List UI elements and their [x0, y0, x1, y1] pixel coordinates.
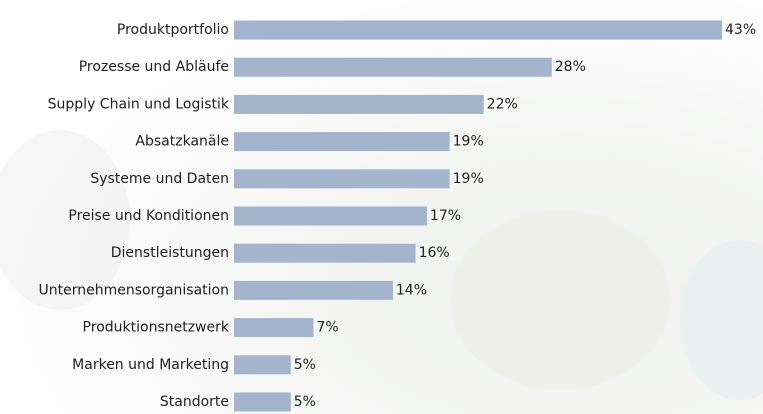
bar — [234, 132, 450, 152]
value-label: 7% — [316, 320, 338, 336]
category-label: Preise und Konditionen — [68, 208, 229, 224]
category-label: Produktionsnetzwerk — [83, 320, 230, 336]
background-flask — [0, 130, 130, 310]
value-label: 28% — [555, 59, 586, 75]
bar — [234, 280, 393, 300]
value-label: 14% — [396, 282, 427, 298]
bar — [234, 57, 552, 77]
category-label: Prozesse und Abläufe — [79, 59, 229, 75]
value-label: 5% — [294, 357, 316, 373]
value-label: 19% — [453, 171, 484, 187]
bar — [234, 94, 484, 114]
bar — [234, 392, 291, 412]
category-label: Dienstleistungen — [111, 245, 229, 261]
background-flask — [450, 210, 670, 390]
bar — [234, 20, 722, 40]
category-label: Supply Chain und Logistik — [48, 96, 230, 112]
bar — [234, 318, 314, 338]
value-label: 17% — [430, 208, 461, 224]
value-label: 22% — [487, 96, 518, 112]
category-label: Produktportfolio — [117, 22, 229, 38]
category-label: Unternehmensorganisation — [38, 282, 229, 298]
category-label: Standorte — [160, 394, 229, 410]
value-label: 5% — [294, 394, 316, 410]
value-label: 43% — [725, 22, 756, 38]
bar — [234, 206, 427, 226]
category-label: Marken und Marketing — [72, 357, 229, 373]
category-label: Systeme und Daten — [90, 171, 229, 187]
bar — [234, 169, 450, 189]
value-label: 16% — [419, 245, 450, 261]
bar — [234, 243, 416, 263]
background-flask — [680, 240, 763, 400]
category-label: Absatzkanäle — [135, 134, 229, 150]
bar — [234, 355, 291, 375]
value-label: 19% — [453, 134, 484, 150]
